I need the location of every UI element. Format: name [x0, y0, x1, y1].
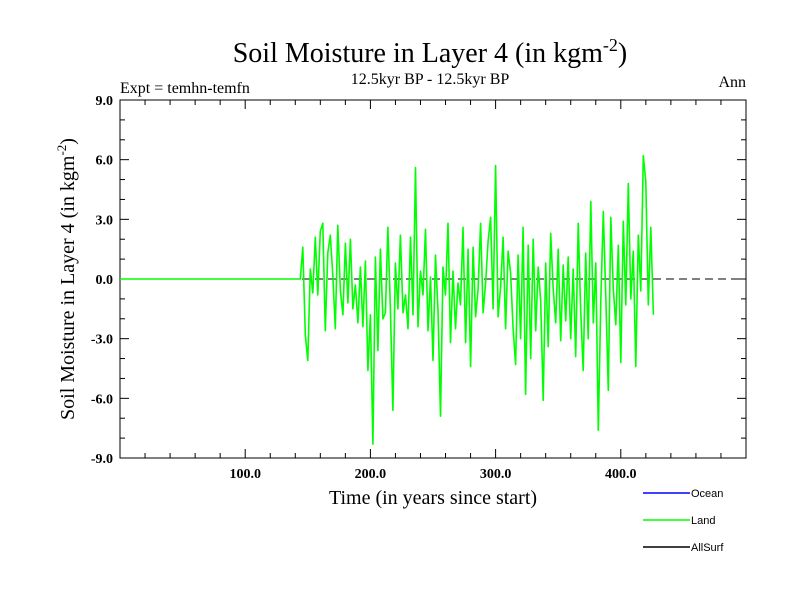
legend-label-ocean: Ocean	[691, 488, 723, 500]
season-label: Ann	[718, 74, 746, 91]
chart-subtitle: 12.5kyr BP - 12.5kyr BP	[351, 71, 510, 88]
chart-title: Soil Moisture in Layer 4 (in kgm-2)	[233, 35, 628, 69]
x-axis-label: Time (in years since start)	[329, 487, 537, 509]
y-tick-label: 3.0	[96, 213, 114, 228]
x-tick-labels: 100.0 200.0 300.0 400.0	[229, 467, 636, 482]
x-tick-label: 200.0	[355, 467, 387, 482]
y-tick-label: 0.0	[96, 273, 114, 288]
y-tick-label: 9.0	[96, 94, 114, 109]
y-tick-label: 6.0	[96, 154, 114, 169]
x-tick-label: 100.0	[229, 467, 261, 482]
experiment-label: Expt = temhn-temfn	[120, 80, 250, 97]
y-tick-label: -6.0	[91, 392, 113, 407]
y-tick-labels: -9.0 -6.0 -3.0 0.0 3.0 6.0 9.0	[91, 94, 113, 467]
axis-ticks	[120, 100, 746, 458]
legend-label-land: Land	[691, 515, 715, 527]
legend-label-allsurf: AllSurf	[691, 542, 724, 554]
x-tick-label: 400.0	[605, 467, 637, 482]
y-tick-label: -3.0	[91, 333, 113, 348]
y-tick-label: -9.0	[91, 452, 113, 467]
x-tick-label: 300.0	[480, 467, 512, 482]
y-axis-label: Soil Moisture in Layer 4 (in kgm-2)	[54, 138, 79, 420]
series-line-land	[120, 154, 655, 445]
legend: Ocean Land AllSurf	[643, 488, 724, 554]
